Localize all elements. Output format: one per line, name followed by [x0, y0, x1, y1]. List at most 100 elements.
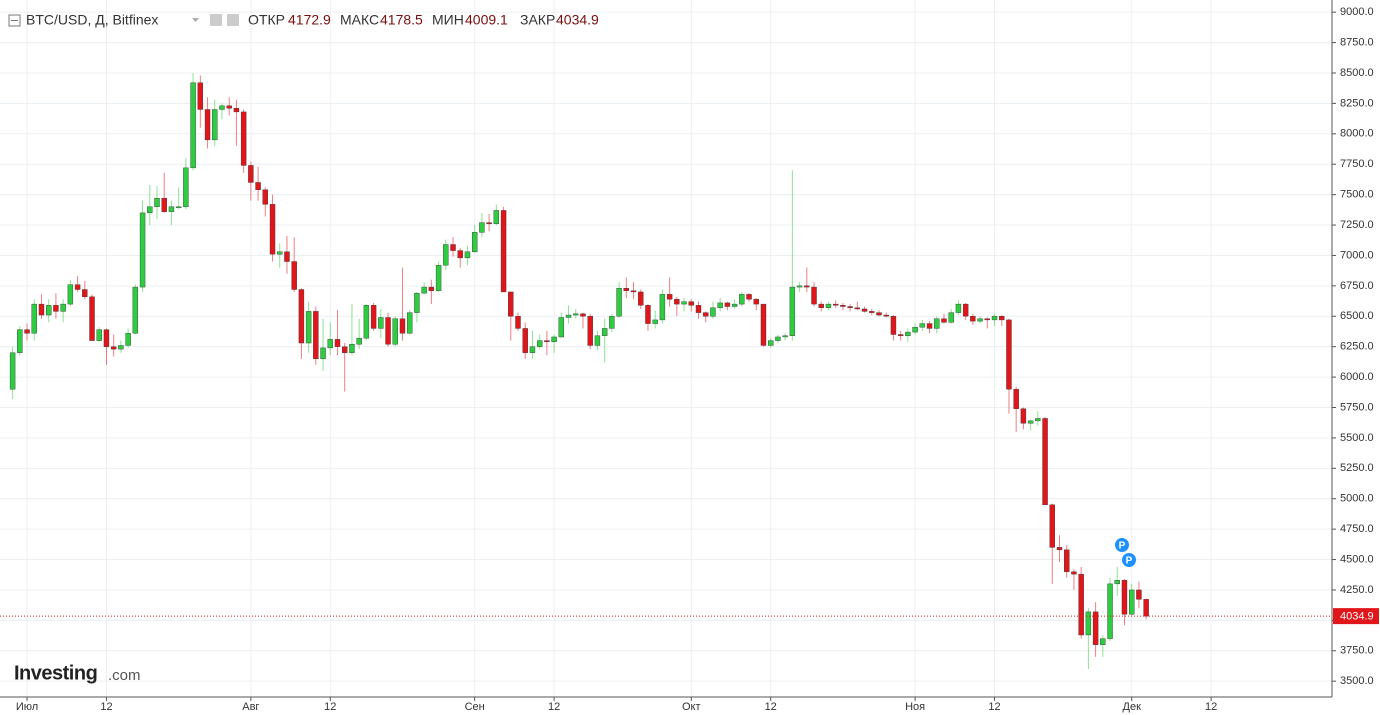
candle-body — [96, 329, 102, 341]
candle-body — [320, 347, 326, 360]
logo-suffix: .com — [108, 667, 141, 684]
candle-body — [789, 286, 796, 336]
candle-body — [342, 346, 348, 353]
candle-body — [616, 288, 622, 317]
candle-body — [926, 323, 933, 329]
candle-body — [248, 165, 254, 183]
candle-body — [782, 335, 788, 338]
event-marker[interactable] — [1115, 538, 1129, 552]
low-value: 4009.1 — [465, 12, 508, 28]
candle-body — [897, 334, 904, 336]
candle-body — [493, 210, 500, 225]
x-tick-label: Июл — [16, 701, 38, 713]
y-tick-label: 3500.0 — [1340, 675, 1374, 687]
y-tick-label: 8000.0 — [1340, 128, 1374, 140]
price-label: 4034.9 — [1340, 611, 1374, 623]
candle-body — [710, 307, 716, 317]
y-tick-label: 5250.0 — [1340, 462, 1374, 474]
event-marker[interactable] — [1122, 553, 1136, 567]
candle-body — [82, 289, 88, 298]
candle-body — [1143, 599, 1149, 617]
candle-body — [154, 198, 160, 207]
y-tick-label: 8500.0 — [1340, 67, 1374, 79]
y-tick-label: 3750.0 — [1340, 645, 1374, 657]
candle-body — [760, 303, 767, 346]
eye-icon[interactable] — [210, 14, 222, 26]
y-tick-label: 8250.0 — [1340, 97, 1374, 109]
settings-icon[interactable] — [227, 14, 239, 26]
close-label: ЗАКР — [520, 12, 555, 28]
candle-body — [269, 204, 276, 255]
candle-body — [681, 301, 687, 305]
candle-body — [139, 212, 146, 288]
candle-body — [421, 286, 427, 294]
candle-body — [883, 314, 889, 317]
candle-body — [457, 250, 463, 259]
candle-body — [508, 291, 514, 317]
candle-body — [399, 318, 406, 334]
candle-body — [731, 303, 738, 307]
candle-body — [818, 303, 824, 308]
candle-body — [147, 206, 153, 214]
candle-body — [811, 286, 817, 305]
candle-body — [869, 311, 875, 313]
candle-body — [204, 109, 211, 141]
candle-body — [703, 312, 709, 317]
candle-body — [1136, 589, 1142, 600]
candle-body — [392, 318, 398, 345]
candle-body — [580, 313, 586, 317]
candle-body — [284, 251, 290, 262]
candle-body — [479, 222, 485, 233]
candle-body — [948, 312, 954, 323]
collapse-icon[interactable] — [8, 14, 21, 27]
candle-body — [1100, 638, 1106, 645]
candle-body — [558, 317, 565, 338]
y-tick-label: 7250.0 — [1340, 219, 1374, 231]
y-tick-label: 6500.0 — [1340, 310, 1374, 322]
candle-body — [414, 292, 420, 313]
y-tick-label: 6000.0 — [1340, 371, 1374, 383]
open-value: 4172.9 — [288, 12, 331, 28]
symbol[interactable]: BTC/USD, Д, Bitfinex — [26, 12, 158, 28]
candle-body — [573, 313, 579, 316]
candle-body — [796, 285, 803, 288]
candle-body — [984, 318, 990, 321]
candle-body — [219, 105, 225, 110]
candle-body — [746, 294, 752, 300]
candle-body — [623, 288, 629, 291]
candle-body — [9, 352, 16, 390]
candle-body — [1078, 573, 1084, 636]
candle-body — [962, 303, 969, 317]
y-tick-label: 7000.0 — [1340, 249, 1374, 261]
candle-body — [313, 311, 319, 360]
candle-body — [212, 109, 218, 141]
y-tick-label: 7750.0 — [1340, 158, 1374, 170]
candle-body — [298, 289, 305, 344]
candle-body — [118, 345, 124, 350]
candle-body — [753, 299, 759, 305]
candle-body — [840, 305, 846, 307]
y-tick-label: 4250.0 — [1340, 584, 1374, 596]
candle-body — [890, 316, 897, 335]
candle-body — [291, 261, 297, 290]
candle-body — [522, 328, 528, 353]
candle-body — [175, 206, 182, 208]
candle-body — [110, 346, 117, 350]
candle-body — [832, 303, 839, 306]
candle-body — [768, 340, 774, 346]
candle-body — [688, 301, 694, 306]
candle-body — [407, 312, 413, 334]
x-tick-label: 12 — [1205, 701, 1217, 713]
candle-body — [804, 285, 810, 288]
candle-body — [587, 316, 593, 346]
candle-body — [601, 328, 608, 336]
price-label-bg — [1333, 608, 1379, 625]
candle-body — [464, 251, 471, 259]
dropdown-arrow[interactable] — [192, 18, 199, 22]
candle-body — [471, 232, 478, 252]
x-tick-label: 12 — [765, 701, 777, 713]
candle-body — [1107, 583, 1113, 639]
candle-body — [327, 339, 333, 349]
candle-body — [500, 210, 507, 293]
